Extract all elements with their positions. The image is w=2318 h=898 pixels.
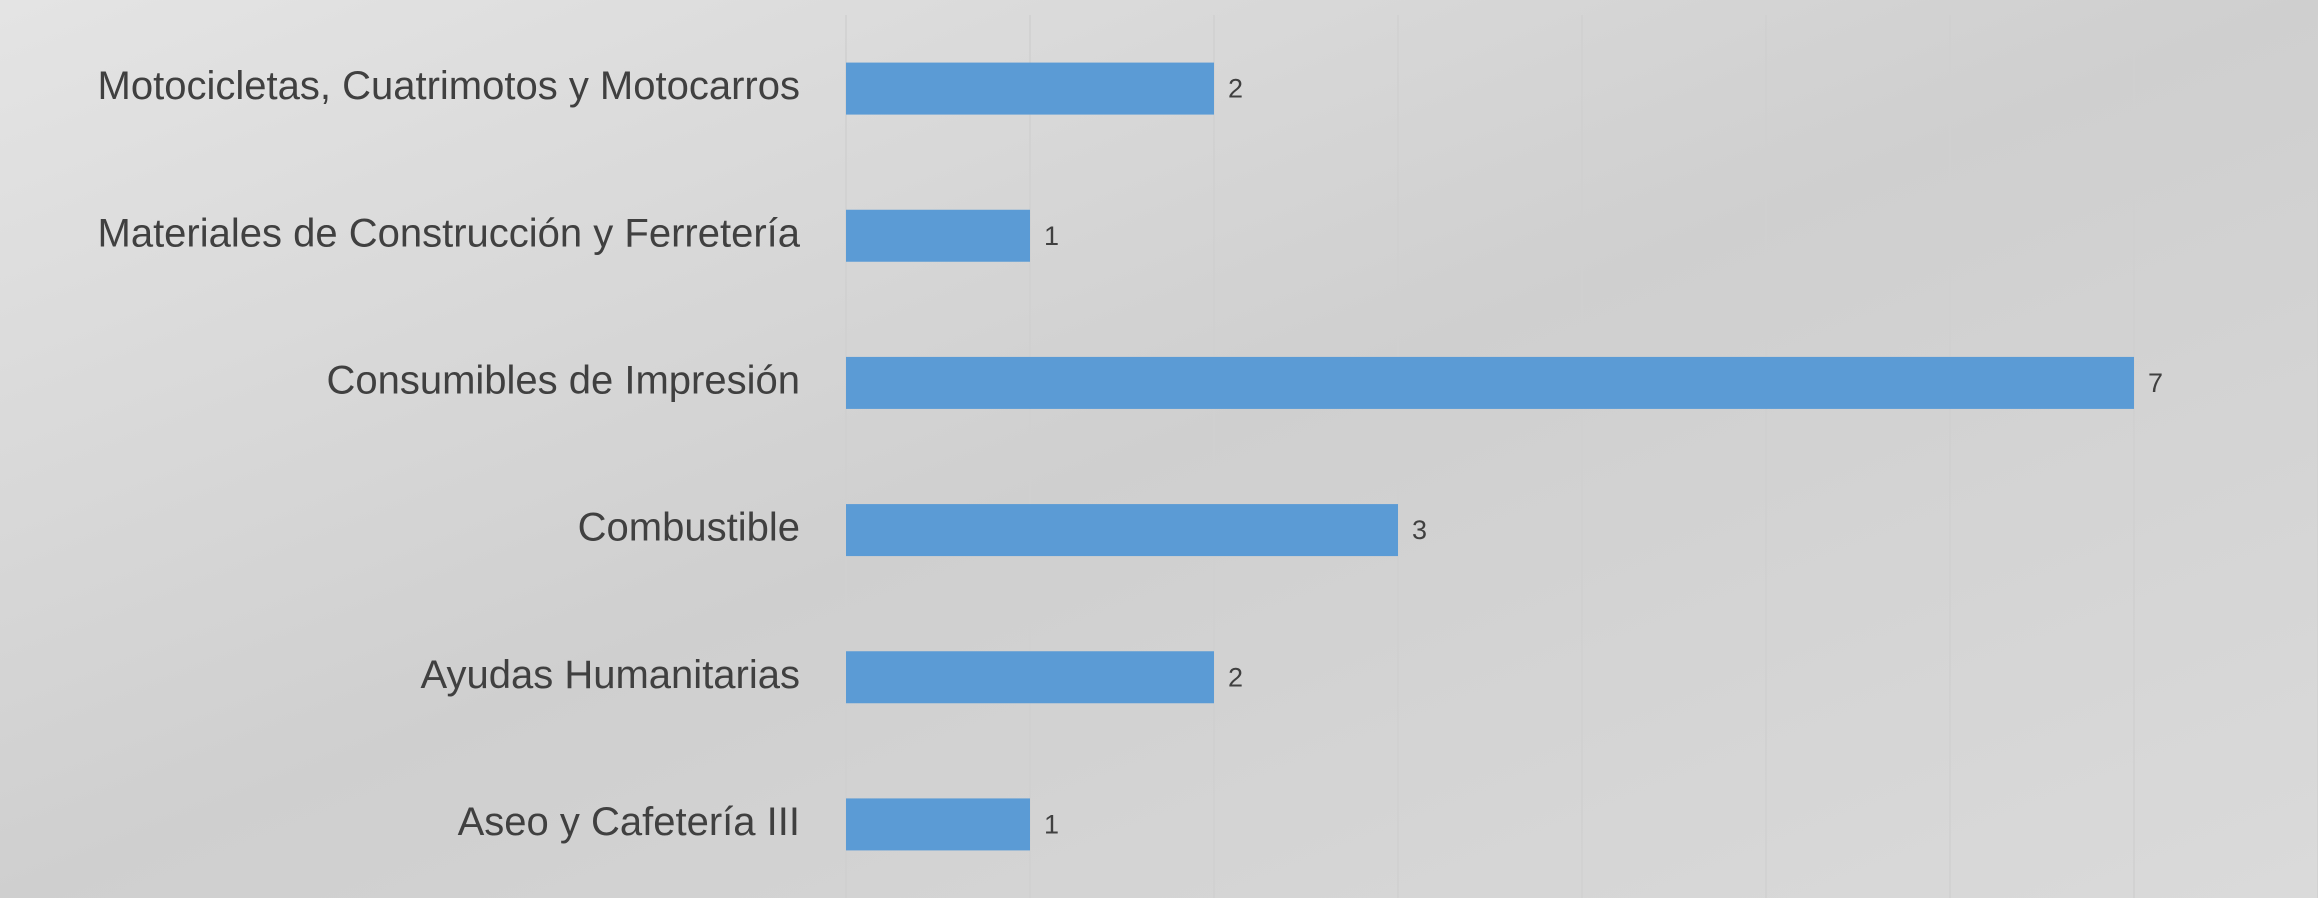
y-tick-label: Materiales de Construcción y Ferretería — [98, 211, 801, 255]
data-label: 2 — [1228, 662, 1243, 692]
bar — [846, 504, 1398, 557]
plot-area: Motocicletas, Cuatrimotos y Motocarros 2 M… — [98, 15, 2318, 898]
y-tick-label: Motocicletas, Cuatrimotos y Motocarros — [98, 64, 800, 108]
bar — [846, 62, 1214, 115]
bar — [846, 356, 2134, 409]
data-label: 2 — [1228, 74, 1243, 104]
data-label: 7 — [2148, 368, 2163, 398]
data-label: 3 — [1412, 515, 1427, 545]
y-tick-label: Aseo y Cafetería III — [458, 800, 800, 844]
y-tick-label: Consumibles de Impresión — [326, 358, 800, 402]
bar — [846, 798, 1030, 851]
bar — [846, 651, 1214, 704]
data-label: 1 — [1044, 221, 1059, 251]
y-tick-label: Ayudas Humanitarias — [421, 653, 800, 697]
bar — [846, 209, 1030, 262]
y-tick-label: Combustible — [578, 506, 800, 550]
data-label: 1 — [1044, 810, 1059, 840]
